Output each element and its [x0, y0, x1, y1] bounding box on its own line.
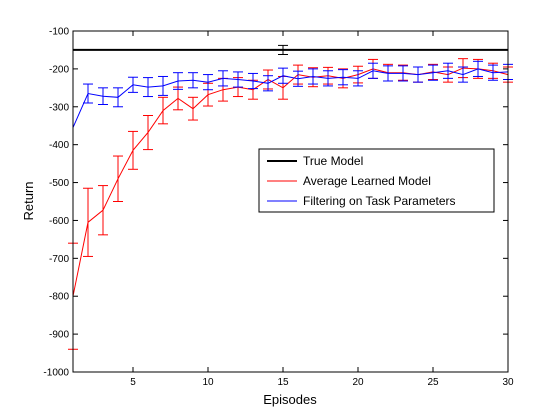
- y-tick-label: -600: [49, 216, 69, 227]
- y-tick-label: -900: [49, 330, 69, 341]
- error-bar-2-27: [473, 60, 483, 77]
- axes-frame: [72, 30, 509, 373]
- legend-label: Filtering on Task Parameters: [303, 194, 456, 208]
- series-2: [72, 60, 513, 128]
- error-bar-2-14: [278, 67, 288, 84]
- series-layer: [68, 44, 513, 350]
- series-0: [73, 44, 508, 55]
- error-bar-2-6: [158, 75, 168, 96]
- legend-entry-1: Average Learned Model: [267, 174, 431, 188]
- y-tick-label: -200: [49, 64, 69, 75]
- error-bar-1-2: [98, 185, 108, 236]
- error-bar-0-0: [278, 44, 288, 55]
- x-tick-label: 20: [352, 377, 364, 388]
- error-bar-2-21: [383, 65, 393, 82]
- error-bar-2-26: [458, 66, 468, 83]
- error-bar-2-1: [83, 83, 93, 104]
- x-tick-label: 15: [277, 377, 289, 388]
- error-bar-1-8: [188, 96, 198, 121]
- y-tick-label: -400: [49, 140, 69, 151]
- x-axis-label: Episodes: [263, 392, 317, 407]
- legend-label: Average Learned Model: [303, 174, 431, 188]
- x-tick-label: 10: [202, 377, 214, 388]
- error-bar-2-4: [128, 76, 138, 93]
- error-bar-2-10: [218, 70, 228, 87]
- error-bar-2-19: [353, 70, 363, 87]
- error-bar-2-9: [203, 74, 213, 91]
- error-bar-1-3: [113, 155, 123, 202]
- error-bar-2-15: [293, 70, 303, 87]
- error-bar-2-22: [398, 65, 408, 82]
- error-bar-2-16: [308, 68, 318, 85]
- error-bar-2-2: [98, 87, 108, 106]
- y-axis-label: Return: [21, 181, 36, 220]
- series-line-2: [72, 68, 509, 128]
- error-bar-2-13: [263, 75, 273, 92]
- error-bar-1-5: [143, 114, 153, 151]
- error-bar-2-12: [248, 72, 258, 90]
- axes-layer: 5 10 15 20 25 30 -1000 -900 -800 -700 -600 -500 -400…: [43, 27, 514, 389]
- x-tick-label: 30: [502, 377, 514, 388]
- error-bar-2-25: [443, 62, 453, 79]
- legend-entry-0: True Model: [267, 154, 363, 168]
- error-bar-1-6: [158, 96, 168, 125]
- legend: True Model Average Learned Model Filtering…: [258, 148, 495, 213]
- y-tick-label: -300: [49, 102, 69, 113]
- error-bar-2-5: [143, 77, 153, 98]
- error-bar-2-23: [413, 66, 423, 83]
- legend-box: [258, 148, 495, 213]
- error-bar-2-18: [338, 69, 348, 86]
- error-bar-2-24: [428, 64, 438, 81]
- error-bar-2-28: [488, 64, 498, 81]
- error-bar-2-17: [323, 70, 333, 87]
- legend-entry-2: Filtering on Task Parameters: [267, 194, 456, 208]
- error-bar-2-20: [368, 62, 378, 79]
- x-tick-label: 25: [427, 377, 439, 388]
- error-bar-2-8: [188, 72, 198, 89]
- y-tick-label: -500: [49, 178, 69, 189]
- legend-label: True Model: [303, 154, 363, 168]
- y-tick-label: -1000: [43, 368, 69, 379]
- x-tick-label: 5: [130, 377, 136, 388]
- y-tick-label: -100: [49, 27, 69, 38]
- error-bar-1-1: [83, 187, 93, 257]
- error-bar-2-11: [233, 71, 243, 88]
- error-bar-1-4: [128, 130, 138, 170]
- error-bar-2-7: [173, 72, 183, 90]
- y-tick-label: -800: [49, 292, 69, 303]
- y-tick-label: -700: [49, 254, 69, 265]
- error-bar-2-3: [113, 87, 123, 108]
